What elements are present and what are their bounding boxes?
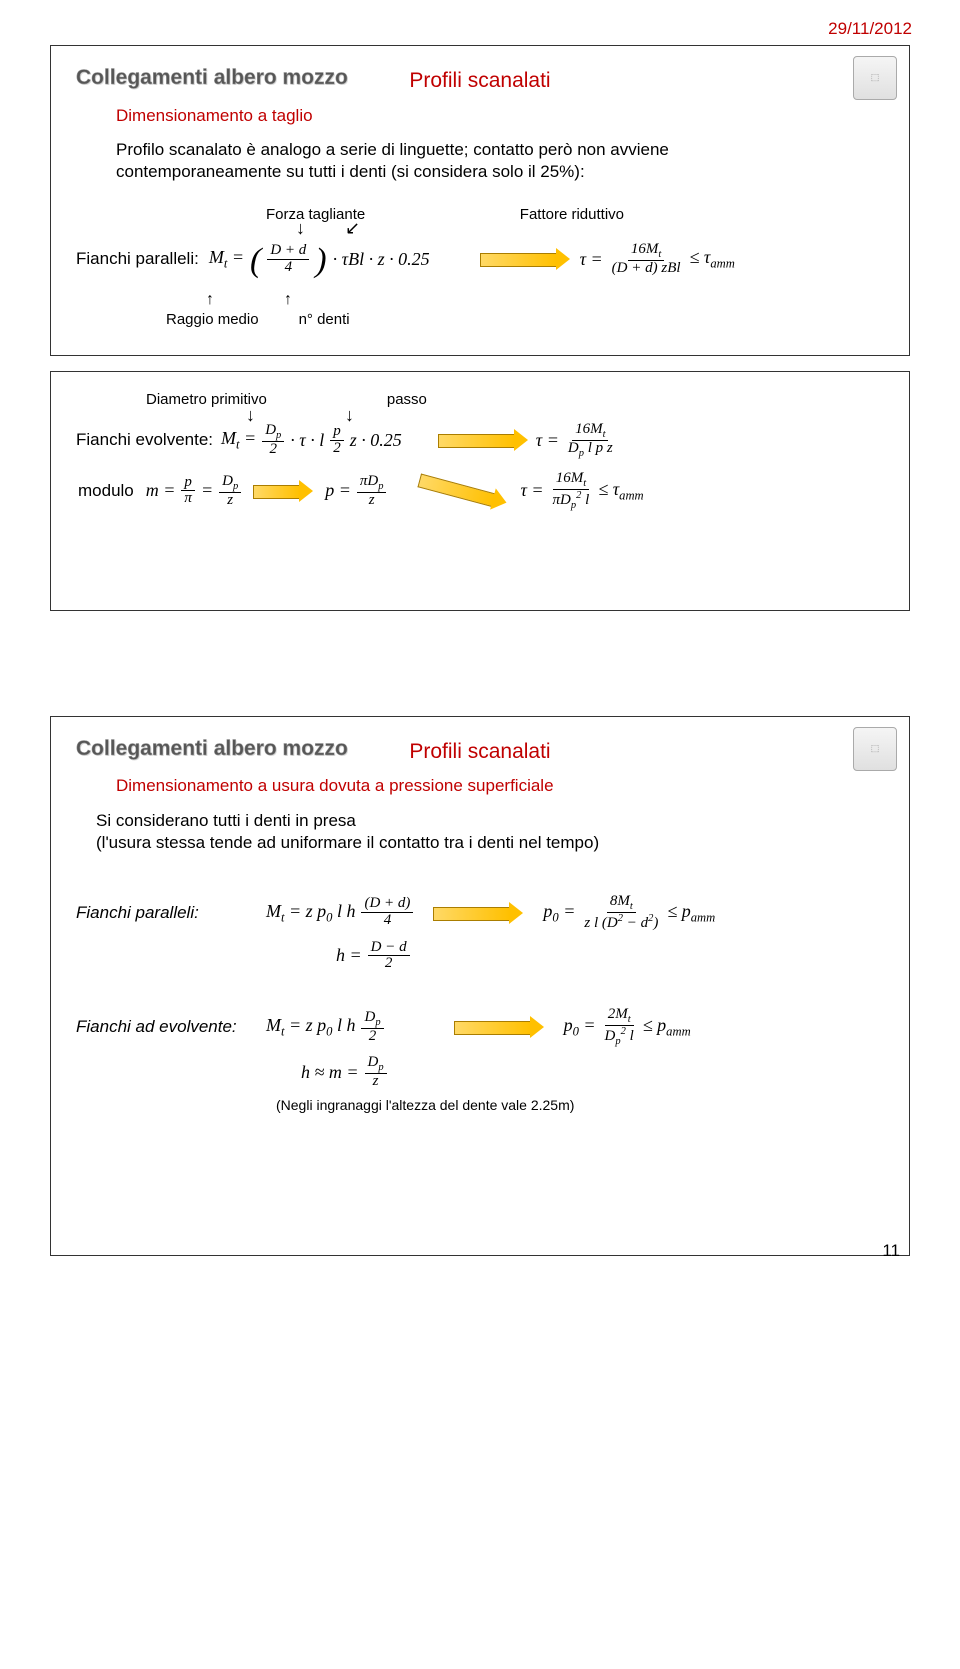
arrow-icon (480, 249, 570, 269)
label-raggio: Raggio medio (166, 310, 259, 330)
eq1-right: τ = 16Mt(D + d) zBl ≤ τamm (580, 242, 735, 277)
eq3: m = pπ = Dpz (146, 474, 241, 509)
intro1: Si considerano tutti i denti in presa (96, 810, 884, 832)
fp-label: Fianchi paralleli: (76, 902, 246, 924)
page-number: 11 (882, 1240, 900, 1262)
arrow-icon (433, 903, 523, 923)
note: (Negli ingranaggi l'altezza del dente va… (276, 1096, 884, 1114)
label-passo: passo (387, 390, 427, 410)
dim-heading: Dimensionamento a usura dovuta a pressio… (116, 775, 884, 797)
eq2-right: τ = 16MtDp l p z (536, 422, 616, 459)
eq5: τ = 16MtπDp2 l ≤ τamm (520, 471, 643, 511)
intro-text: Profilo scanalato è analogo a serie di l… (116, 139, 796, 183)
arrow-icon (454, 1017, 544, 1037)
eq7-right: p0 = 2MtDp2 l ≤ pamm (564, 1007, 691, 1047)
label-fattore: Fattore riduttivo (520, 205, 624, 225)
fe-label: Fianchi evolvente: (76, 429, 213, 451)
fp-label: Fianchi paralleli: (76, 248, 199, 270)
dim-heading: Dimensionamento a taglio (116, 105, 884, 127)
arrow-icon (417, 470, 509, 513)
eq2: Mt = Dp2 · τ · l p2 z · 0.25 (221, 423, 402, 458)
eq6: Mt = z p0 l h (D + d)4 (266, 896, 413, 929)
eq6-right: p0 = 8Mtz l (D2 − d2) ≤ pamm (543, 894, 715, 932)
label-ndenti: n° denti (299, 310, 350, 330)
arrow-icon (253, 481, 313, 501)
eq1-left: Mt = ( D + d4 ) · τBl · z · 0.25 (209, 237, 430, 281)
slide-2: Diametro primitivo passo ↓↓ Fianchi evol… (50, 371, 910, 611)
eq6b: h = D − d2 (336, 940, 884, 973)
eq7: Mt = z p0 l h Dp2 (266, 1010, 384, 1045)
logo-icon: ⬚ (853, 727, 897, 771)
eq4: p = πDpz (325, 474, 386, 509)
fe-label: Fianchi ad evolvente: (76, 1016, 246, 1038)
slide-3: ⬚ Collegamenti albero mozzo Profili scan… (50, 716, 910, 1256)
slide-1: ⬚ Collegamenti albero mozzo Profili scan… (50, 45, 910, 356)
date-header: 29/11/2012 (828, 18, 912, 40)
intro2: (l'usura stessa tende ad uniformare il c… (96, 832, 884, 854)
eq7b: h ≈ m = Dpz (301, 1055, 884, 1090)
arrow-icon (438, 430, 528, 450)
modulo-label: modulo (78, 480, 134, 502)
logo-icon: ⬚ (853, 56, 897, 100)
